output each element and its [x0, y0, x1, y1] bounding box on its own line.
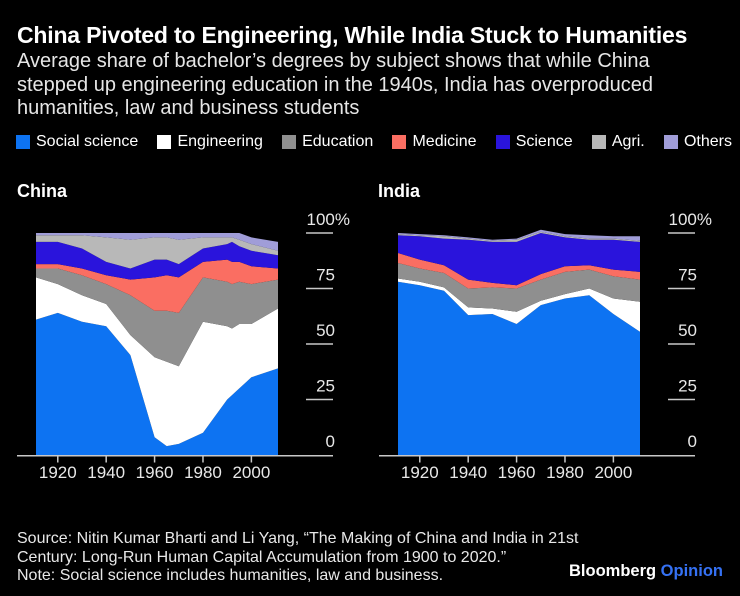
bloomberg-opinion-logo: Bloomberg Opinion [569, 562, 723, 581]
area-series-medicine [398, 253, 640, 289]
y-axis-label: 100% [307, 210, 350, 229]
source-line: Source: Nitin Kumar Bharti and Li Yang, … [17, 530, 579, 547]
y-axis-label: 25 [316, 377, 335, 396]
x-axis-label: 2000 [232, 463, 270, 482]
area-series-engineering [36, 277, 278, 447]
legend-swatch [157, 135, 172, 149]
legend-swatch [495, 135, 510, 149]
x-axis-label: 1940 [449, 463, 487, 482]
area-series-science [36, 241, 278, 280]
y-axis-label: 0 [688, 432, 697, 451]
brand-name: Bloomberg [568, 562, 657, 580]
area-series-agri [398, 231, 640, 242]
legend-label: Social science [36, 133, 139, 150]
area-series-education [36, 268, 278, 367]
chart-subtitle: Average share of bachelor’s degrees by s… [17, 50, 727, 121]
y-axis-label: 50 [316, 321, 335, 340]
legend-label: Medicine [412, 133, 477, 150]
legend-item-education: Education [282, 133, 373, 151]
subtitle-line: humanities, law and business students [17, 97, 360, 119]
source-line: Century: Long-Run Human Capital Accumula… [17, 548, 507, 566]
legend-swatch [282, 135, 297, 149]
legend-label: Engineering [177, 133, 263, 150]
y-axis-label: 0 [326, 432, 335, 451]
legend-item-medicine: Medicine [392, 133, 477, 151]
area-series-social-science [36, 312, 278, 455]
chart-title-india: India [378, 181, 421, 201]
x-axis-label: 1960 [498, 463, 536, 482]
legend-label: Others [683, 133, 732, 150]
area-series-education [398, 263, 640, 312]
brand-product: Opinion [660, 562, 723, 580]
x-axis-label: 2000 [594, 463, 632, 482]
legend-item-social-science: Social science [16, 133, 138, 151]
x-axis-label: 1920 [401, 463, 439, 482]
legend-swatch [663, 135, 678, 149]
x-axis-label: 1980 [546, 463, 584, 482]
y-axis-label: 25 [678, 377, 697, 396]
x-axis-label: 1960 [136, 463, 174, 482]
x-axis-label: 1940 [87, 463, 125, 482]
y-axis-label: 75 [316, 266, 335, 285]
legend-swatch [392, 135, 407, 149]
stacked-area-chart-china: 1920 1940 1960 1980 2000 0 25 50 75 100% [17, 210, 350, 482]
y-axis-label: 50 [678, 321, 697, 340]
area-series-agri [36, 235, 278, 269]
legend-item-agri: Agri. [591, 133, 645, 151]
area-series-engineering [398, 278, 640, 332]
x-axis-label: 1920 [39, 463, 77, 482]
legend-label: Agri. [611, 133, 645, 150]
area-series-others [36, 233, 278, 251]
area-series-social-science [398, 281, 640, 455]
subtitle-line: Average share of bachelor’s degrees by s… [17, 50, 650, 72]
x-axis-label: 1980 [184, 463, 222, 482]
area-series-science [398, 233, 640, 286]
y-axis-label: 75 [678, 266, 697, 285]
source-note: Source: Nitin Kumar Bharti and Li Yang, … [17, 530, 617, 586]
legend-item-others: Others [663, 133, 732, 151]
subtitle-line: stepped up engineering education in the … [17, 73, 654, 96]
legend-item-engineering: Engineering [157, 133, 263, 151]
area-series-medicine [36, 259, 278, 313]
chart-legend: Social science Engineering Education Medici… [16, 133, 732, 151]
chart-title-china: China [17, 181, 68, 201]
page-title: China Pivoted to Engineering, While Indi… [17, 22, 688, 48]
legend-swatch [591, 135, 606, 149]
legend-swatch [16, 135, 30, 149]
area-series-others [398, 229, 640, 241]
y-axis-label: 100% [669, 210, 712, 229]
legend-label: Science [515, 133, 573, 150]
legend-label: Education [302, 133, 374, 150]
note-line: Note: Social science includes humanities… [17, 567, 444, 584]
legend-item-science: Science [495, 133, 573, 151]
stacked-area-chart-india: 1920 1940 1960 1980 2000 0 25 50 75 100% [379, 210, 712, 482]
